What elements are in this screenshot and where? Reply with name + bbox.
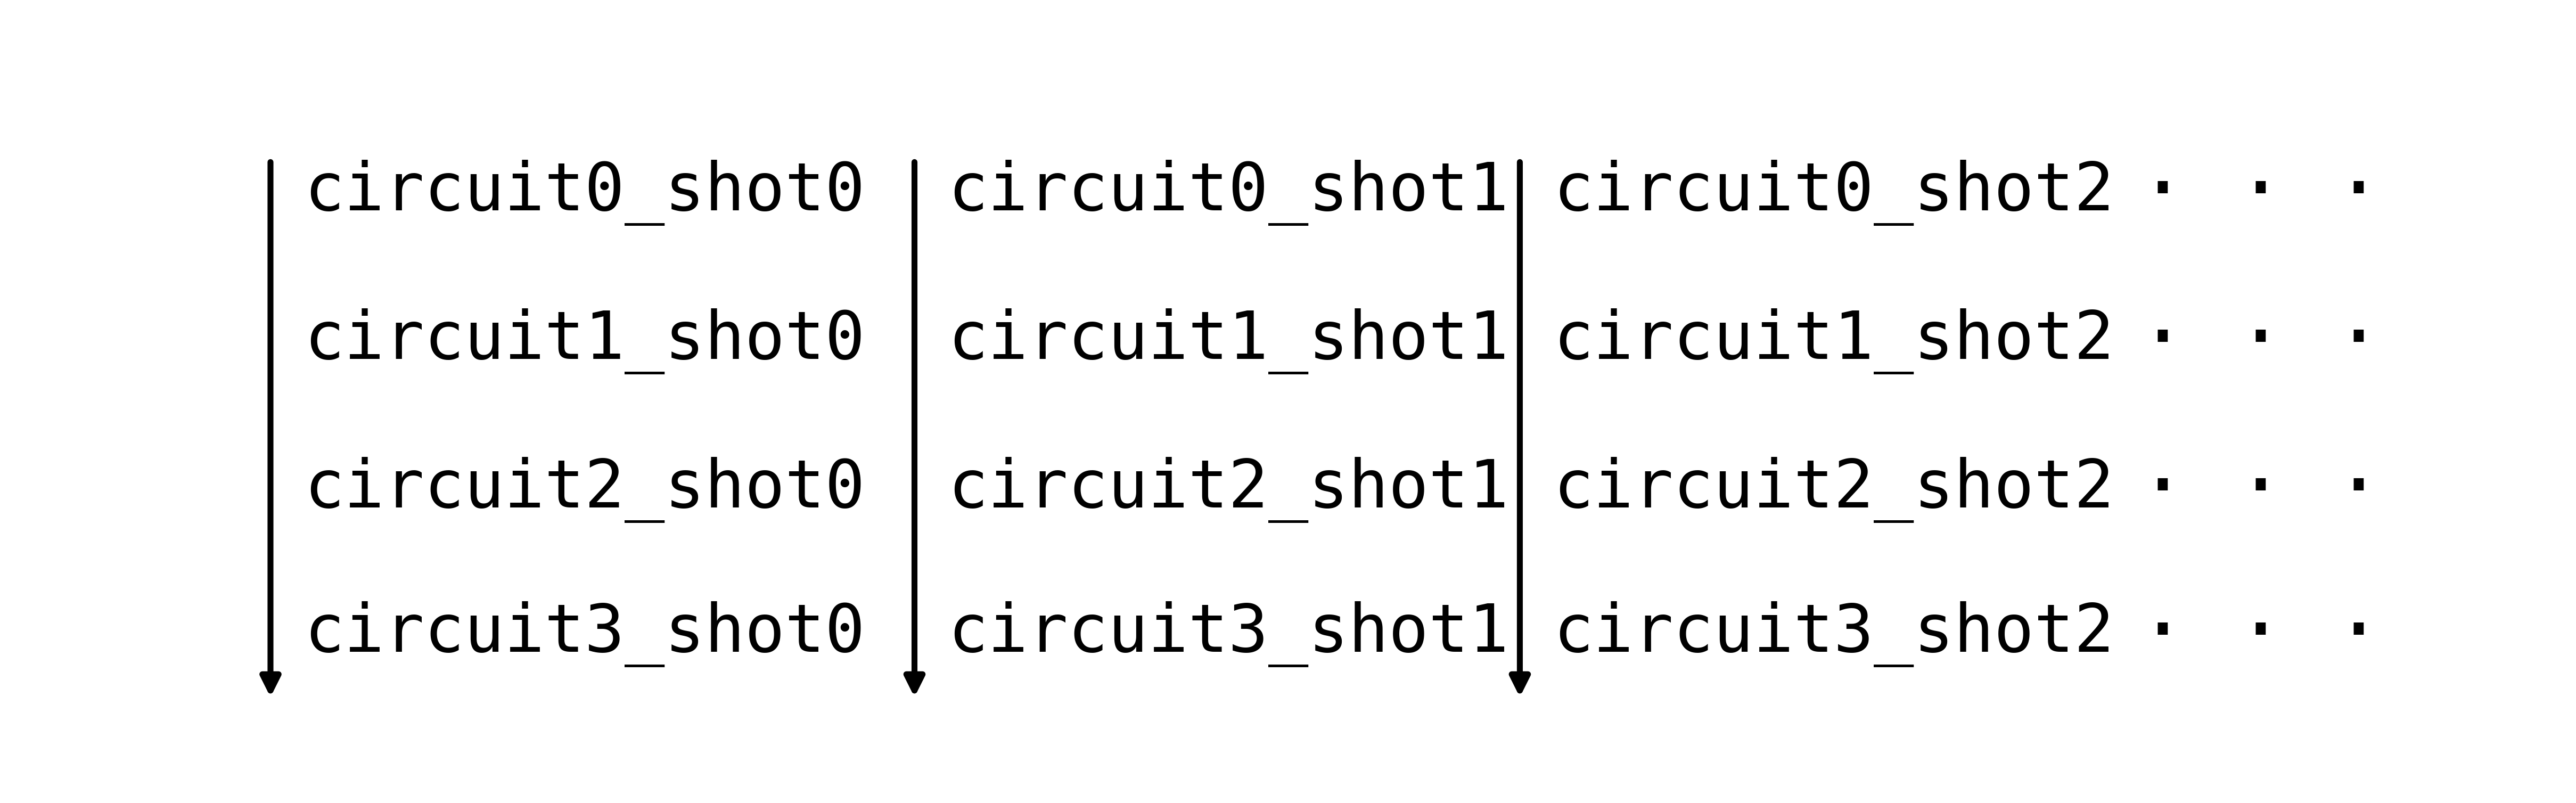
Text: circuit3_shot2: circuit3_shot2 — [1553, 601, 2115, 667]
Text: · · ·: · · · — [2138, 594, 2383, 675]
Text: · · ·: · · · — [2138, 450, 2383, 530]
Text: · · ·: · · · — [2138, 153, 2383, 233]
Text: circuit1_shot0: circuit1_shot0 — [304, 308, 866, 374]
Text: · · ·: · · · — [2138, 301, 2383, 381]
Text: circuit0_shot2: circuit0_shot2 — [1553, 160, 2115, 226]
Text: circuit0_shot1: circuit0_shot1 — [948, 160, 1510, 226]
Text: circuit1_shot2: circuit1_shot2 — [1553, 308, 2115, 374]
Text: circuit2_shot1: circuit2_shot1 — [948, 457, 1510, 523]
Text: circuit1_shot1: circuit1_shot1 — [948, 308, 1510, 374]
Text: circuit2_shot0: circuit2_shot0 — [304, 457, 866, 523]
Text: circuit3_shot0: circuit3_shot0 — [304, 601, 866, 667]
Text: circuit3_shot1: circuit3_shot1 — [948, 601, 1510, 667]
Text: circuit0_shot0: circuit0_shot0 — [304, 160, 866, 226]
Text: circuit2_shot2: circuit2_shot2 — [1553, 457, 2115, 523]
